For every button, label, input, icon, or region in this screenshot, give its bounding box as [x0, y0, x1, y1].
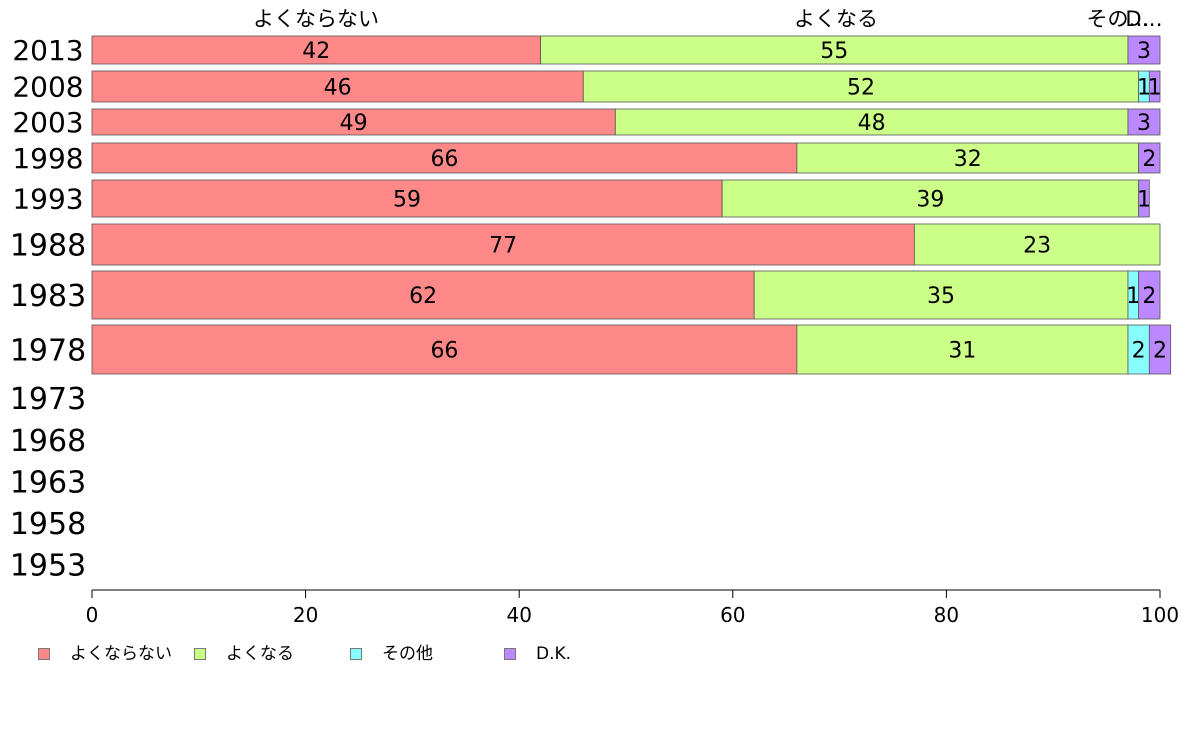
- data-label-1983-series-1: 35: [927, 284, 955, 309]
- data-label-1983-series-0: 62: [409, 284, 437, 309]
- x-tick-label-3: 60: [720, 603, 745, 627]
- category-label-1973: 1973: [10, 382, 86, 417]
- x-tick-label-2: 40: [506, 603, 531, 627]
- bar-1993-series-1: [721, 179, 1140, 218]
- data-label-2008-series-1: 52: [847, 76, 875, 101]
- data-label-2013-series-0: 42: [302, 39, 330, 64]
- legend-label-dk: D.K.: [536, 644, 572, 664]
- bar-1998-series-3: [1138, 142, 1161, 174]
- data-label-2008-series-3: 1: [1148, 76, 1162, 101]
- top-segment-label-3: D…: [1125, 7, 1162, 31]
- legend-swatch-yokunaru: [194, 648, 206, 660]
- data-label-2013-series-3: 3: [1137, 39, 1151, 64]
- data-label-2003-series-0: 49: [340, 111, 368, 136]
- bar-1998-series-0: [91, 142, 798, 174]
- bar-2003-series-3: [1127, 108, 1161, 136]
- bar-2003-series-1: [614, 108, 1129, 136]
- data-label-1998-series-1: 32: [954, 147, 982, 172]
- data-label-1993-series-0: 59: [393, 188, 421, 213]
- data-label-1983-series-3: 2: [1142, 284, 1156, 309]
- data-label-2008-series-0: 46: [324, 76, 352, 101]
- legend-swatch-yokunaranai: [38, 648, 50, 660]
- data-label-1978-series-1: 31: [948, 339, 976, 364]
- legend-label-sonota: その他: [382, 644, 433, 664]
- x-tick-label-1: 20: [293, 603, 318, 627]
- bar-2008-series-0: [91, 70, 584, 103]
- bar-1983-series-3: [1138, 270, 1161, 320]
- legend-swatch-sonota: [350, 648, 362, 660]
- category-label-1968: 1968: [10, 424, 86, 459]
- data-label-1993-series-3: 1: [1137, 188, 1151, 213]
- top-segment-label-1: よくなる: [794, 7, 878, 31]
- bar-1988-series-1: [913, 223, 1161, 266]
- data-label-1978-series-2: 2: [1132, 339, 1146, 364]
- data-label-1998-series-0: 66: [430, 147, 458, 172]
- x-tick-label-4: 80: [934, 603, 959, 627]
- bar-1978-series-3: [1148, 324, 1172, 375]
- bar-2008-series-1: [582, 70, 1140, 103]
- bar-2013-series-1: [540, 35, 1129, 65]
- bar-2008-series-3: [1148, 70, 1161, 103]
- category-label-1988: 1988: [10, 228, 86, 263]
- x-tick-label-0: 0: [86, 603, 99, 627]
- bar-1998-series-1: [796, 142, 1140, 174]
- data-label-2008-series-2: 1: [1137, 76, 1151, 101]
- data-label-1983-series-2: 1: [1126, 284, 1140, 309]
- data-label-1993-series-1: 39: [916, 188, 944, 213]
- category-label-2003: 2003: [12, 106, 83, 139]
- bar-1983-series-1: [753, 270, 1129, 320]
- category-label-2013: 2013: [12, 34, 83, 67]
- bar-1993-series-0: [91, 179, 723, 218]
- category-label-1998: 1998: [12, 142, 83, 175]
- bar-1993-series-3: [1138, 179, 1150, 218]
- top-segment-label-2: その…: [1087, 7, 1150, 31]
- data-label-1988-series-0: 77: [489, 234, 517, 259]
- data-label-2013-series-1: 55: [820, 39, 848, 64]
- legend-swatch-dk: [504, 648, 516, 660]
- category-label-1978: 1978: [10, 333, 86, 368]
- data-label-2003-series-1: 48: [858, 111, 886, 136]
- data-label-1998-series-3: 2: [1142, 147, 1156, 172]
- bar-1978-series-0: [91, 324, 798, 375]
- bar-1983-series-0: [91, 270, 755, 320]
- stacked-bar-chart: よくならない よくなる その…D… 1953 1958 1963 1968 1973 1978 6…: [10, 7, 1179, 627]
- category-label-1958: 1958: [10, 507, 86, 542]
- bar-1988-series-0: [91, 223, 915, 266]
- x-tick-label-5: 100: [1141, 603, 1179, 627]
- data-label-1988-series-1: 23: [1023, 234, 1051, 259]
- data-label-1978-series-3: 2: [1153, 339, 1167, 364]
- data-label-2003-series-3: 3: [1137, 111, 1151, 136]
- top-segment-label-0: よくならない: [253, 7, 379, 31]
- category-label-1963: 1963: [10, 465, 86, 500]
- bar-2003-series-0: [91, 108, 616, 136]
- legend-label-yokunaranai: よくならない: [70, 644, 172, 664]
- data-label-1978-series-0: 66: [430, 339, 458, 364]
- legend-label-yokunaru: よくなる: [226, 644, 294, 664]
- category-label-2008: 2008: [12, 71, 83, 104]
- category-label-1983: 1983: [10, 279, 86, 314]
- category-label-1993: 1993: [12, 183, 83, 216]
- category-label-1953: 1953: [10, 548, 86, 583]
- bar-1978-series-1: [796, 324, 1129, 375]
- bar-2013-series-3: [1127, 35, 1161, 65]
